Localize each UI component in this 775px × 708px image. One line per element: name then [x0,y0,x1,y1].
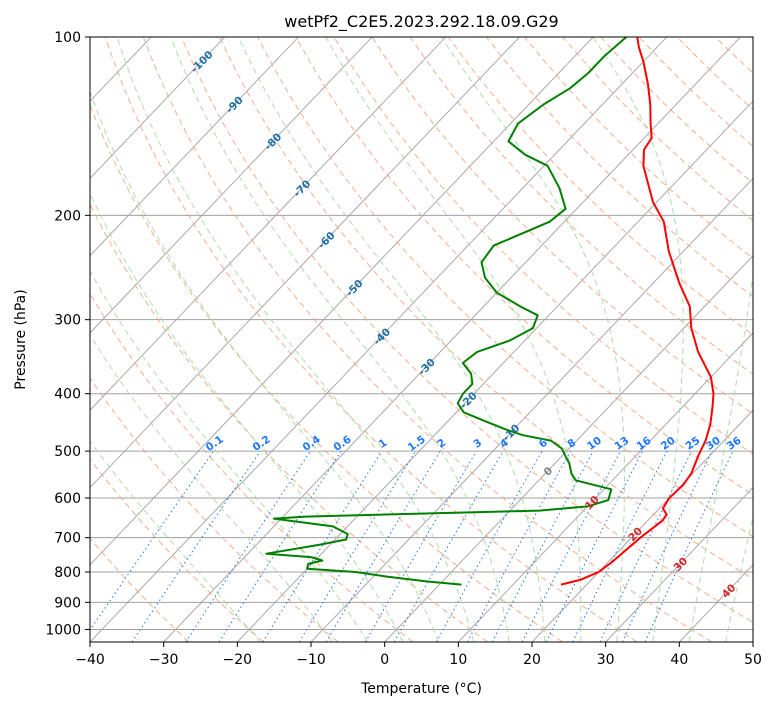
isotherm-line [0,37,77,642]
plot-frame [89,36,754,643]
dry-adiabat-line [90,377,339,642]
isotherm-line [90,37,594,566]
mixing-ratio-line [621,450,713,642]
dry-adiabat-line [447,37,753,336]
y-tick-label: 300 [54,313,81,329]
y-tick-label: 200 [54,208,81,224]
isotherm-line [90,37,668,642]
y-tick-label: 600 [54,491,81,507]
dry-adiabat-line [90,537,190,642]
dry-adiabat-line [90,292,414,642]
dry-adiabat-line [753,37,775,642]
x-tick-label: 50 [744,652,762,668]
y-tick-label: 700 [54,531,81,547]
x-tick-label: −10 [296,652,326,668]
mixing-ratio-line [467,450,571,642]
mixing-ratio-line [131,450,261,642]
dry-adiabat-line [257,37,753,538]
moist-adiabat-line [238,37,546,642]
moist-adiabat-line [90,269,369,642]
x-tick-label: −30 [149,652,179,668]
y-tick-label: 1000 [45,622,81,638]
mixing-ratio-line [185,450,311,642]
moist-adiabat-line [116,37,475,642]
background-lines [0,37,775,642]
mixing-ratio-line [90,450,214,631]
isotherm-line [90,37,226,180]
y-tick-label: 900 [54,595,81,611]
dry-adiabat-line [295,37,753,496]
x-tick-label: 10 [449,652,467,668]
dewpoint-profile-line [265,37,627,586]
moist-adiabat-line [592,37,684,642]
isotherm-line [458,332,753,642]
moist-adiabat-line [325,37,582,642]
temperature-profile-line [560,37,715,586]
x-tick-label: 30 [597,652,615,668]
moist-adiabat-line [440,37,625,642]
data-lines [265,37,715,586]
isotherm-line [90,37,520,489]
dry-adiabat-line [90,103,563,642]
moist-adiabat-line [90,440,261,642]
isotherm-line [752,641,753,642]
y-axis-label: Pressure (hPa) [13,289,29,389]
moist-adiabat-line [688,37,753,642]
y-tick-label: 500 [54,444,81,460]
dry-adiabat-line [371,37,753,415]
x-tick-label: 40 [670,652,688,668]
mixing-ratio-line [298,450,417,642]
x-tick-label: −40 [75,652,105,668]
moist-adiabat-line [90,334,333,642]
x-tick-label: −20 [223,652,253,668]
mixing-ratio-line [491,450,594,642]
mixing-ratio-line [325,450,441,642]
y-tick-label: 800 [54,565,81,581]
chart-title: wetPf2_C2E5.2023.292.18.09.G29 [284,12,558,32]
mixing-ratio-line [262,450,383,642]
isotherm-line [384,255,753,642]
isotherm-line [0,37,4,642]
dry-adiabat-line [409,37,753,375]
isotherm-line [90,37,299,257]
dry-adiabat-line [219,37,753,580]
isotherm-line [90,37,373,334]
moist-adiabat-line [170,37,510,642]
dry-adiabat-line [142,37,712,642]
x-tick-label: 20 [523,652,541,668]
mixing-ratio-line [599,450,693,642]
mixing-ratio-line [218,450,342,642]
mixing-ratio-line [644,450,734,642]
isotherm-line [90,37,447,411]
y-tick-label: 400 [54,387,81,403]
isotherm-line [605,486,753,642]
isotherm-line [163,37,741,642]
dry-adiabat-line [104,37,638,642]
x-tick-label: 0 [380,652,389,668]
moist-adiabat-line [725,515,753,642]
chart-background [90,37,753,642]
dry-adiabat-line [333,37,753,455]
dry-adiabat-line [90,458,264,642]
isotherm-line [531,409,753,642]
mixing-ratio-line [364,450,477,642]
axes: −40 −30 −20 −10 0 10 20 30 40 50 100 200 300 400 500 60… [45,30,762,668]
moist-adiabat-line [90,90,439,642]
y-tick-label: 100 [54,30,81,46]
x-axis-label: Temperature (°C) [360,681,482,697]
dry-adiabat-line [90,202,488,642]
dry-adiabat-line [181,37,753,623]
